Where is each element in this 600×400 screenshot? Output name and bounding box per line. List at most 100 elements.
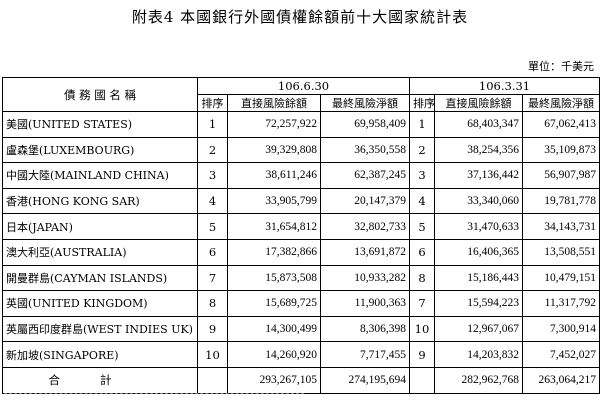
country-name: 中國大陸(MAINLAND CHINA): [2, 162, 198, 189]
table-row: 英國(UNITED KINGDOM) 8 15,689,725 11,900,363 7…: [2, 290, 600, 317]
rank-2: 2: [409, 136, 435, 164]
direct-exposure-1: 14,300,499: [227, 315, 321, 343]
total-blank-1: [197, 366, 228, 394]
header-row-periods: 債 務 國 名 稱 106.6.30 106.3.31: [2, 77, 600, 112]
country-name: 開曼群島(CAYMAN ISLANDS): [2, 264, 198, 292]
rank-2: 6: [409, 238, 435, 266]
rank-1: 10: [197, 341, 228, 368]
rank-1: 2: [197, 136, 228, 164]
rank-2: 4: [409, 187, 435, 215]
direct-exposure-2: 16,406,365: [434, 238, 523, 266]
direct-exposure-1: 31,654,812: [227, 213, 321, 240]
table-row: 中國大陸(MAINLAND CHINA) 3 38,611,246 62,387,24…: [2, 162, 600, 189]
direct-exposure-1: 38,611,246: [227, 162, 321, 189]
rank-2: 1: [409, 111, 435, 138]
header-rank-1: 排序: [197, 94, 228, 112]
country-name: 美國(UNITED STATES): [2, 111, 198, 138]
total-ultimate-2: 263,064,217: [522, 366, 600, 394]
country-name: 盧森堡(LUXEMBOURG): [2, 136, 198, 164]
direct-exposure-2: 38,254,356: [434, 136, 523, 164]
header-country: 債 務 國 名 稱: [2, 77, 198, 112]
header-period-1: 106.6.30: [197, 77, 410, 95]
header-direct-2: 直接風險餘額: [434, 94, 523, 112]
ultimate-exposure-2: 13,508,551: [522, 238, 600, 266]
ultimate-exposure-2: 10,479,151: [522, 264, 600, 292]
rank-2: 10: [409, 315, 435, 343]
ultimate-exposure-1: 10,933,282: [320, 264, 410, 292]
ultimate-exposure-1: 36,350,558: [320, 136, 410, 164]
rank-1: 5: [197, 213, 228, 240]
rank-1: 3: [197, 162, 228, 189]
ultimate-exposure-1: 8,306,398: [320, 315, 410, 343]
direct-exposure-2: 15,186,443: [434, 264, 523, 292]
total-label: 合計: [2, 366, 198, 394]
table-row: 澳大利亞(AUSTRALIA) 6 17,382,866 13,691,872 6 16,…: [2, 238, 600, 266]
ultimate-exposure-1: 13,691,872: [320, 238, 410, 266]
rank-1: 4: [197, 187, 228, 215]
rank-1: 1: [197, 111, 228, 138]
ultimate-exposure-2: 11,317,792: [522, 290, 600, 317]
ultimate-exposure-2: 35,109,873: [522, 136, 600, 164]
country-name: 新加坡(SINGAPORE): [2, 341, 198, 368]
table-row: 日本(JAPAN) 5 31,654,812 32,802,733 5 31,470,63…: [2, 213, 600, 240]
rank-1: 7: [197, 264, 228, 292]
country-name: 澳大利亞(AUSTRALIA): [2, 238, 198, 266]
direct-exposure-2: 31,470,633: [434, 213, 523, 240]
table-row: 香港(HONG KONG SAR) 4 33,905,799 20,147,379 4 3…: [2, 187, 600, 215]
ultimate-exposure-2: 34,143,731: [522, 213, 600, 240]
ultimate-exposure-2: 67,062,413: [522, 111, 600, 138]
header-direct-1: 直接風險餘額: [227, 94, 321, 112]
ultimate-exposure-1: 62,387,245: [320, 162, 410, 189]
header-ultimate-2: 最終風險淨額: [522, 94, 600, 112]
rank-1: 8: [197, 290, 228, 317]
table-row: 英屬西印度群島(WEST INDIES UK) 9 14,300,499 8,306,…: [2, 315, 600, 343]
rank-2: 9: [409, 341, 435, 368]
ultimate-exposure-1: 32,802,733: [320, 213, 410, 240]
total-direct-1: 293,267,105: [227, 366, 321, 394]
direct-exposure-1: 15,873,508: [227, 264, 321, 292]
country-name: 香港(HONG KONG SAR): [2, 187, 198, 215]
ultimate-exposure-2: 56,907,987: [522, 162, 600, 189]
ultimate-exposure-1: 20,147,379: [320, 187, 410, 215]
rank-1: 9: [197, 315, 228, 343]
rank-1: 6: [197, 238, 228, 266]
rank-2: 5: [409, 213, 435, 240]
direct-exposure-2: 15,594,223: [434, 290, 523, 317]
ultimate-exposure-1: 7,717,455: [320, 341, 410, 368]
table-body: 美國(UNITED STATES) 1 72,257,922 69,958,409 1 6…: [2, 111, 600, 368]
unit-label: 單位：千美元: [528, 60, 594, 73]
direct-exposure-1: 72,257,922: [227, 111, 321, 138]
direct-exposure-1: 39,329,808: [227, 136, 321, 164]
direct-exposure-2: 12,967,067: [434, 315, 523, 343]
page-title: 附表4 本國銀行外國債權餘額前十大國家統計表: [131, 8, 469, 26]
direct-exposure-2: 33,340,060: [434, 187, 523, 215]
statistics-table: 債 務 國 名 稱 106.6.30 106.3.31 排序 直接風險餘額 最終…: [2, 77, 600, 394]
header-ultimate-1: 最終風險淨額: [320, 94, 410, 112]
table-row: 開曼群島(CAYMAN ISLANDS) 7 15,873,508 10,933,28…: [2, 264, 600, 292]
table-row: 盧森堡(LUXEMBOURG) 2 39,329,808 36,350,558 2 38,…: [2, 136, 600, 164]
total-row: 合計 293,267,105 274,195,694 282,962,768 2…: [2, 366, 600, 394]
rank-2: 7: [409, 290, 435, 317]
country-name: 英屬西印度群島(WEST INDIES UK): [2, 315, 198, 343]
header-row-columns: 排序 直接風險餘額 最終風險淨額 排序 直接風險餘額 最終風險淨額: [3, 94, 600, 112]
direct-exposure-2: 14,203,832: [434, 341, 523, 368]
country-name: 日本(JAPAN): [2, 213, 198, 240]
ultimate-exposure-2: 19,781,778: [522, 187, 600, 215]
ultimate-exposure-1: 69,958,409: [320, 111, 410, 138]
total-direct-2: 282,962,768: [434, 366, 523, 394]
direct-exposure-1: 33,905,799: [227, 187, 321, 215]
footnote-divider: [4, 393, 304, 400]
rank-2: 8: [409, 264, 435, 292]
total-ultimate-1: 274,195,694: [320, 366, 410, 394]
table-row: 美國(UNITED STATES) 1 72,257,922 69,958,409 1 6…: [2, 111, 600, 138]
rank-2: 3: [409, 162, 435, 189]
header-period-2: 106.3.31: [409, 77, 600, 95]
ultimate-exposure-2: 7,300,914: [522, 315, 600, 343]
table-row: 新加坡(SINGAPORE) 10 14,260,920 7,717,455 9 14,2…: [2, 341, 600, 368]
direct-exposure-2: 37,136,442: [434, 162, 523, 189]
ultimate-exposure-2: 7,452,027: [522, 341, 600, 368]
total-blank-2: [409, 366, 435, 394]
header-rank-2: 排序: [409, 94, 435, 112]
direct-exposure-1: 14,260,920: [227, 341, 321, 368]
direct-exposure-1: 15,689,725: [227, 290, 321, 317]
